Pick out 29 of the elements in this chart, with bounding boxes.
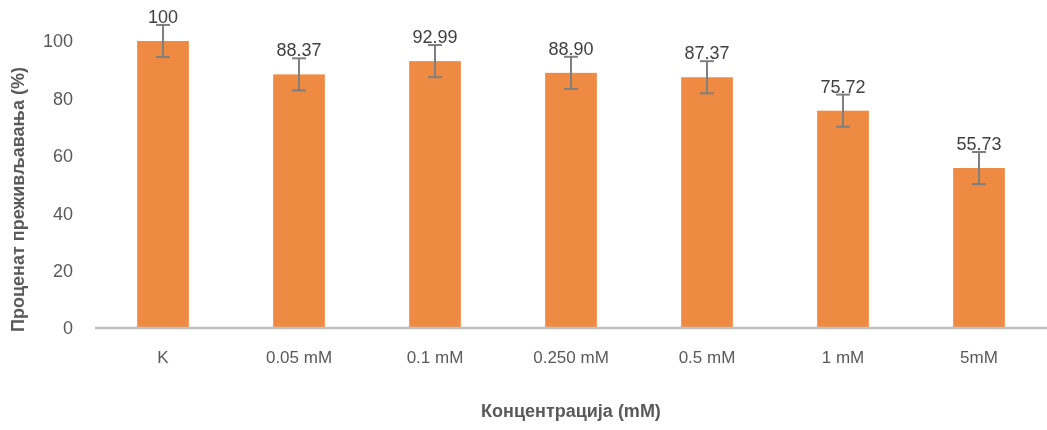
x-tick-label: K	[157, 348, 170, 367]
y-axis-title: Проценат преживљавања (%)	[8, 67, 28, 332]
y-tick-label: 0	[62, 318, 73, 339]
bar	[409, 61, 461, 328]
x-tick-label: 0.05 mM	[265, 348, 333, 367]
y-tick-label: 20	[52, 260, 73, 281]
x-tick-label: 0.250 mM	[533, 348, 609, 367]
bar	[681, 77, 733, 328]
data-label: 75.72	[820, 76, 866, 97]
x-tick-label: 5mM	[960, 348, 998, 367]
bar	[545, 72, 597, 328]
y-tick-label: 80	[52, 88, 73, 109]
data-label: 87.37	[684, 43, 730, 64]
bar	[817, 110, 869, 328]
data-label: 100	[147, 6, 179, 27]
y-tick-label: 60	[52, 146, 73, 167]
bar	[953, 168, 1005, 328]
x-tick-label: 0.5 mM	[678, 348, 736, 367]
x-axis-title: Концентрација (mM)	[481, 401, 661, 421]
data-label: 88.37	[276, 40, 322, 61]
data-label: 88.90	[548, 38, 594, 59]
data-label: 55.73	[956, 133, 1002, 154]
y-tick-label: 100	[42, 31, 73, 52]
bar	[137, 41, 189, 328]
bar	[273, 74, 325, 328]
x-tick-label: 1 mM	[821, 348, 865, 367]
data-label: 92.99	[412, 27, 458, 48]
y-tick-label: 40	[52, 203, 73, 224]
x-tick-label: 0.1 mM	[406, 348, 464, 367]
